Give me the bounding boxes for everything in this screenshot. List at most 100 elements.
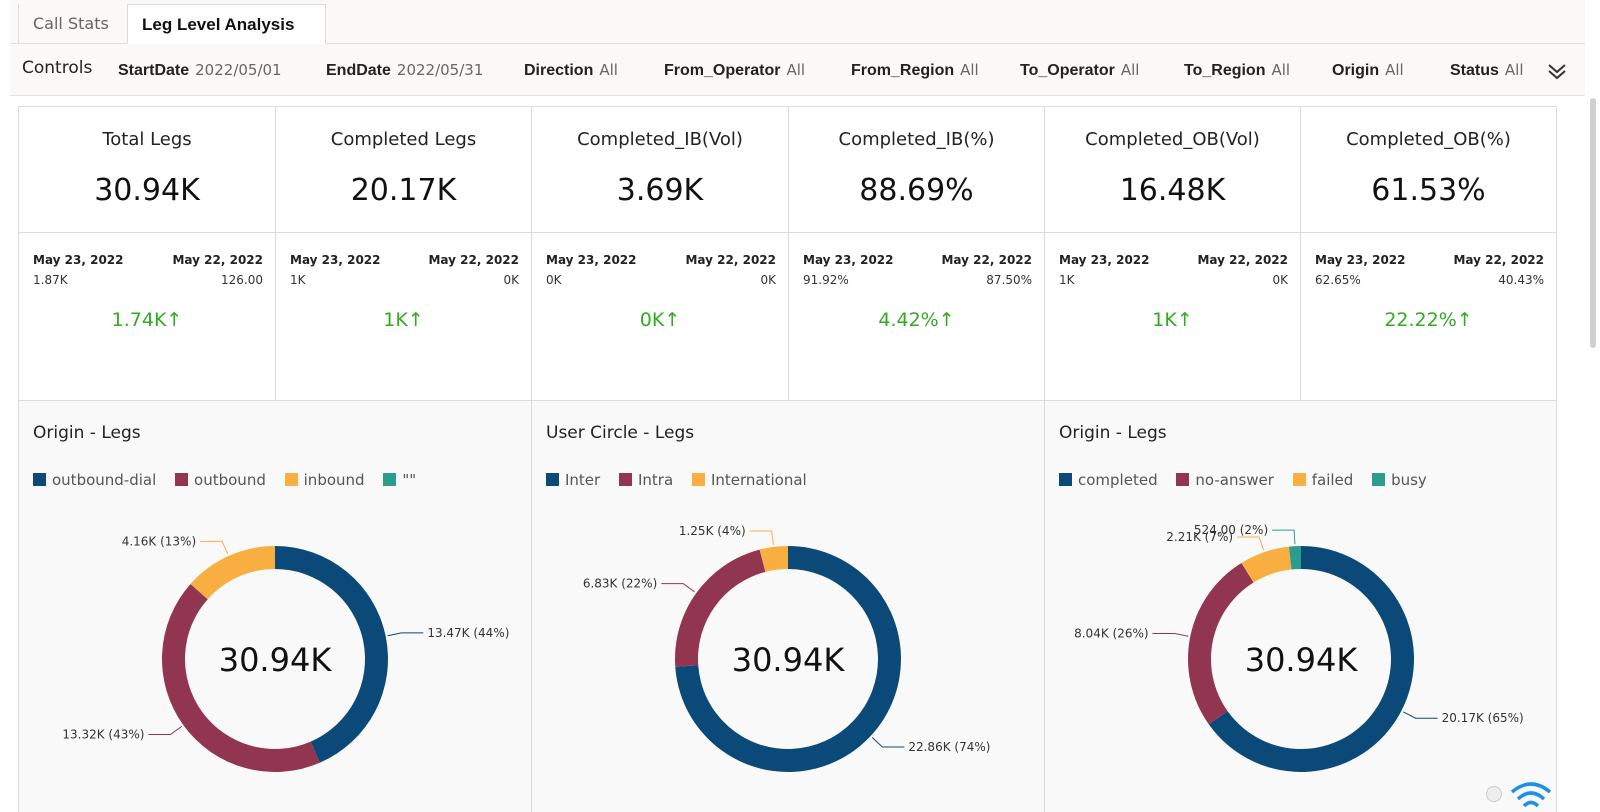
filter-direction[interactable]: Direction All — [524, 61, 618, 80]
legend-item[interactable]: completed — [1059, 471, 1158, 489]
kpi-card-completed-ib-pct: Completed_IB(%) 88.69% May 23, 2022 May … — [789, 107, 1045, 400]
kpi-card-completed-ob-vol: Completed_OB(Vol) 16.48K May 23, 2022 Ma… — [1045, 107, 1301, 400]
donut-chart: 13.47K (44%) 13.32K (43%) 4.16K (13%) 30.94… — [62, 534, 509, 772]
filter-key: StartDate — [118, 62, 190, 79]
filter-value: All — [1504, 61, 1524, 79]
filter-end-date[interactable]: EndDate 2022/05/31 — [326, 61, 483, 80]
chevron-down-icon[interactable] — [1546, 60, 1568, 80]
kpi-title: Completed_OB(Vol) — [1085, 129, 1260, 150]
chart-legend: outbound-dial outbound inbound "" — [33, 471, 430, 489]
slice-leader-line — [1152, 632, 1189, 637]
donut-slice[interactable] — [1241, 546, 1292, 583]
kpi-date-previous: May 22, 2022 — [1197, 253, 1288, 267]
kpi-change: 4.42%↑ — [878, 309, 955, 331]
legend-item[interactable]: busy — [1372, 471, 1427, 489]
kpi-card-completed-ib-vol: Completed_IB(Vol) 3.69K May 23, 2022 May… — [532, 107, 789, 400]
kpi-value-current: 62.65% — [1315, 273, 1361, 287]
slice-label: 4.16K (13%) — [122, 534, 196, 548]
kpi-title: Completed_OB(%) — [1346, 129, 1511, 150]
donut-slice[interactable] — [275, 546, 389, 763]
kpi-value: 88.69% — [859, 173, 974, 208]
filter-value: All — [1385, 61, 1404, 79]
legend-item[interactable]: outbound-dial — [33, 471, 156, 489]
legend-item[interactable]: failed — [1292, 471, 1353, 489]
kpi-date-previous: May 22, 2022 — [172, 253, 263, 267]
chart-row: Origin - Legs outbound-dial outbound inb… — [18, 401, 1557, 812]
donut-slice[interactable] — [1288, 546, 1301, 570]
legend-item[interactable]: no-answer — [1176, 471, 1274, 489]
legend-label: International — [710, 471, 807, 489]
scrollbar-thumb[interactable] — [1590, 98, 1596, 348]
filter-value: All — [1120, 61, 1140, 79]
filter-value: All — [1271, 61, 1291, 79]
kpi-title: Completed_IB(%) — [838, 129, 995, 150]
kpi-value-previous: 0K — [1272, 273, 1288, 287]
filter-origin[interactable]: Origin All — [1332, 61, 1404, 80]
kpi-value-current: 1K — [290, 273, 306, 287]
kpi-date-current: May 23, 2022 — [33, 253, 124, 267]
donut-slice[interactable] — [759, 546, 788, 572]
legend-label: no-answer — [1195, 471, 1274, 489]
filter-from-region[interactable]: From_Region All — [851, 61, 979, 80]
legend-item[interactable]: "" — [383, 471, 416, 489]
wifi-icon[interactable] — [1508, 776, 1554, 812]
filter-value: 2022/05/01 — [195, 61, 282, 79]
kpi-value-current: 1K — [1059, 273, 1075, 287]
slice-leader-line — [148, 725, 183, 736]
donut-slice[interactable] — [190, 546, 275, 600]
filter-key: EndDate — [326, 62, 391, 79]
legend-swatch — [1372, 473, 1386, 486]
filter-status[interactable]: Status All — [1450, 61, 1524, 80]
legend-label: inbound — [303, 471, 365, 489]
kpi-date-current: May 23, 2022 — [546, 253, 637, 267]
scrollbar[interactable] — [1586, 96, 1600, 812]
donut-slice[interactable] — [675, 549, 766, 667]
donut-slice[interactable] — [1188, 562, 1254, 725]
filter-start-date[interactable]: StartDate 2022/05/01 — [118, 61, 282, 80]
legend-item[interactable]: outbound — [175, 471, 266, 489]
legend-item[interactable]: inbound — [284, 471, 365, 489]
legend-swatch — [691, 473, 705, 486]
slice-label: 2.21K (7%) — [1166, 530, 1233, 544]
kpi-title: Completed Legs — [330, 129, 477, 150]
controls-title: Controls — [22, 58, 93, 78]
legend-item[interactable]: International — [691, 471, 807, 489]
filter-to-region[interactable]: To_Region All — [1184, 61, 1290, 80]
filter-to-operator[interactable]: To_Operator All — [1020, 61, 1139, 80]
filter-from-operator[interactable]: From_Operator All — [664, 61, 805, 80]
kpi-value-previous: 87.50% — [986, 273, 1032, 287]
kpi-change: 0K↑ — [639, 309, 681, 331]
kpi-change: 1K↑ — [383, 309, 424, 331]
kpi-date-previous: May 22, 2022 — [1453, 253, 1544, 267]
chart-panel-user-circle-legs: User Circle - Legs Inter Intra Internati… — [532, 401, 1045, 812]
filter-key: From_Operator — [664, 62, 781, 79]
chart-panel-origin-legs: Origin - Legs outbound-dial outbound inb… — [19, 401, 532, 812]
legend-swatch — [175, 473, 189, 486]
scroll-up-button[interactable] — [1486, 786, 1502, 802]
legend-swatch — [383, 473, 397, 486]
legend-swatch — [1292, 473, 1306, 486]
legend-item[interactable]: Inter — [546, 471, 600, 489]
kpi-header: Completed Legs 20.17K — [276, 107, 531, 233]
tab-leg-level-analysis[interactable]: Leg Level Analysis — [127, 4, 326, 44]
kpi-value-current: 1.87K — [33, 273, 68, 287]
filter-key: From_Region — [851, 62, 955, 79]
kpi-date-current: May 23, 2022 — [1315, 253, 1406, 267]
legend-item[interactable]: Intra — [619, 471, 673, 489]
slice-leader-line — [1272, 529, 1296, 545]
filter-value: All — [786, 61, 806, 79]
slice-leader-line — [749, 530, 774, 545]
kpi-date-current: May 23, 2022 — [803, 253, 894, 267]
kpi-date-previous: May 22, 2022 — [428, 253, 519, 267]
kpi-date-current: May 23, 2022 — [290, 253, 381, 267]
slice-label: 20.17K (65%) — [1442, 711, 1524, 725]
filter-key: To_Operator — [1020, 62, 1115, 79]
chart-title: User Circle - Legs — [546, 423, 695, 443]
filter-key: Origin — [1332, 62, 1380, 79]
kpi-header: Completed_IB(Vol) 3.69K — [532, 107, 788, 233]
legend-swatch — [1176, 473, 1190, 486]
kpi-value: 3.69K — [616, 173, 704, 208]
tab-call-stats[interactable]: Call Stats — [18, 4, 128, 44]
donut-chart: 20.17K (65%) 8.04K (26%) 2.21K (7%)524.00 … — [1074, 523, 1524, 772]
donut-slice[interactable] — [161, 583, 320, 772]
